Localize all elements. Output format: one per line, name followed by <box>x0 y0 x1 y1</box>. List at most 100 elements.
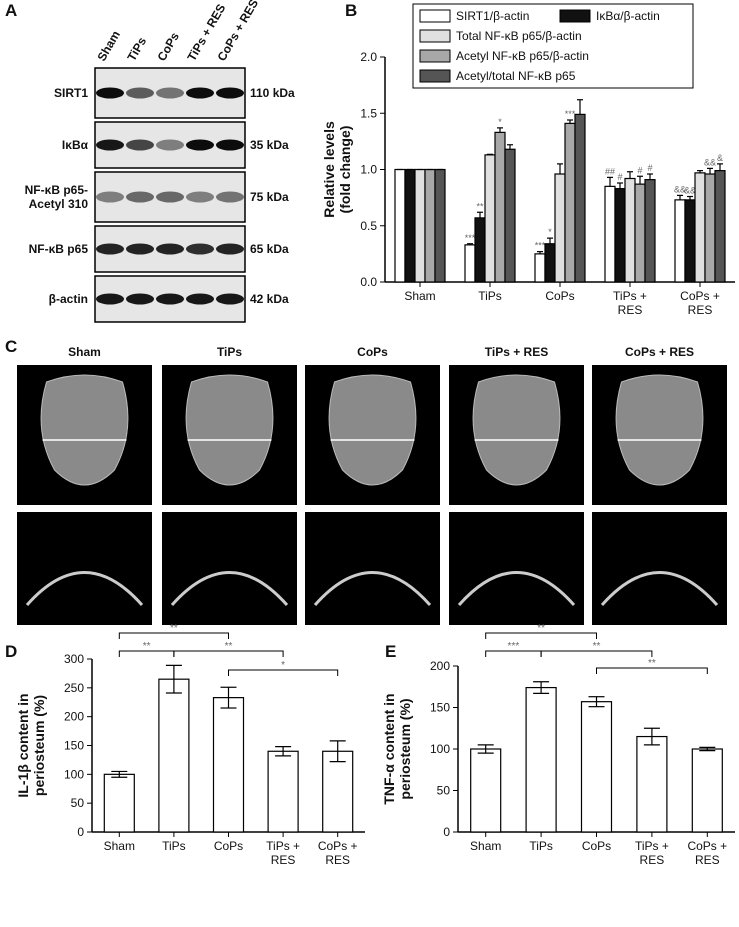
bar <box>212 697 245 833</box>
image-title: TiPs + RES <box>485 345 548 359</box>
blot-band <box>96 293 124 305</box>
x-tick-label: TiPs + RES <box>613 289 647 317</box>
legend-swatch <box>419 29 451 43</box>
y-tick-label: 300 <box>64 652 84 666</box>
bar <box>604 185 616 283</box>
y-tick-label: 150 <box>64 739 84 753</box>
skull <box>615 374 704 486</box>
significance-label: ** <box>476 201 484 211</box>
significance-label: *** <box>465 233 476 243</box>
bar <box>580 701 613 833</box>
significance-label: # <box>617 172 622 182</box>
blot-size-label: 42 kDa <box>250 292 289 306</box>
significance-label: && <box>684 186 696 196</box>
skull <box>328 374 417 486</box>
blot-band <box>96 139 124 151</box>
bar <box>464 244 476 283</box>
significance-label: # <box>647 163 652 173</box>
ct-bottom-image <box>449 512 584 625</box>
skull-section <box>313 571 432 606</box>
blot-band <box>186 139 214 151</box>
x-tick-label: TiPs + RES <box>266 839 300 867</box>
skull-section <box>457 571 576 606</box>
blot-band <box>216 139 244 151</box>
y-tick-label: 0.5 <box>360 219 377 233</box>
legend-label: SIRT1/β-actin <box>456 9 529 23</box>
bar <box>634 183 646 283</box>
blot-band <box>216 293 244 305</box>
y-tick-label: 200 <box>64 710 84 724</box>
panel-label: B <box>345 1 357 20</box>
comparison-bracket <box>228 669 339 676</box>
bar <box>434 168 446 283</box>
comparison-bracket <box>540 650 653 657</box>
significance-label: ## <box>605 166 615 176</box>
blot-band <box>156 243 184 255</box>
blot-band <box>126 243 154 255</box>
x-tick-label: CoPs + RES <box>687 839 727 867</box>
bar <box>474 217 486 283</box>
bar <box>574 113 586 283</box>
blot-band <box>156 139 184 151</box>
y-tick-label: 0.0 <box>360 275 377 289</box>
blot-band <box>156 87 184 99</box>
significance-label: && <box>674 184 686 194</box>
blot-band <box>186 293 214 305</box>
panel-label: E <box>385 642 396 661</box>
bar <box>424 168 436 283</box>
bar <box>674 199 686 283</box>
x-tick-label: CoPs <box>582 839 611 853</box>
significance-label: *** <box>535 241 546 251</box>
lane-label: TiPs <box>124 34 149 63</box>
image-title: CoPs <box>357 345 388 359</box>
bar <box>714 170 726 283</box>
y-tick-label: 0 <box>443 825 450 839</box>
comparison-bracket <box>485 632 597 639</box>
bar <box>267 750 299 833</box>
x-tick-label: Sham <box>104 839 135 853</box>
blot-row-label: NF-κB p65-Acetyl 310 <box>25 183 89 211</box>
blot-band <box>216 191 244 203</box>
significance-label: * <box>281 660 285 671</box>
bar <box>525 686 557 833</box>
blot-size-label: 65 kDa <box>250 242 289 256</box>
y-axis-label: Relative levels(fold change) <box>321 121 353 218</box>
panel-label: C <box>5 337 17 356</box>
significance-label: # <box>637 165 642 175</box>
legend-swatch <box>419 9 451 23</box>
x-tick-label: TiPs <box>478 289 502 303</box>
blot-band <box>186 87 214 99</box>
y-tick-label: 250 <box>64 681 84 695</box>
x-tick-label: Sham <box>404 289 435 303</box>
y-tick-label: 50 <box>71 796 85 810</box>
y-tick-label: 100 <box>430 742 450 756</box>
x-tick-label: CoPs <box>214 839 243 853</box>
bar <box>614 188 626 283</box>
blot-band <box>216 87 244 99</box>
bar <box>414 168 426 283</box>
significance-label: ** <box>593 641 601 652</box>
blot-size-label: 35 kDa <box>250 138 289 152</box>
skull <box>40 374 129 486</box>
y-tick-label: 200 <box>430 659 450 673</box>
legend-label: Acetyl/total NF-κB p65 <box>456 69 576 83</box>
bar <box>534 253 546 283</box>
blot-band <box>186 243 214 255</box>
panel-label: D <box>5 642 17 661</box>
blot-size-label: 110 kDa <box>250 86 295 100</box>
blot-band <box>126 293 154 305</box>
bar <box>644 179 656 283</box>
x-tick-label: CoPs + RES <box>318 839 358 867</box>
significance-label: * <box>548 227 552 237</box>
blot-row-label: NF-κB p65 <box>29 242 89 256</box>
panel-label: A <box>5 1 17 20</box>
x-tick-label: CoPs + RES <box>680 289 720 317</box>
significance-label: * <box>498 117 502 127</box>
significance-label: & <box>717 153 723 163</box>
blot-band <box>216 243 244 255</box>
bar <box>470 748 502 833</box>
skull <box>185 374 274 486</box>
y-tick-label: 100 <box>64 767 84 781</box>
skull-section <box>600 571 719 606</box>
